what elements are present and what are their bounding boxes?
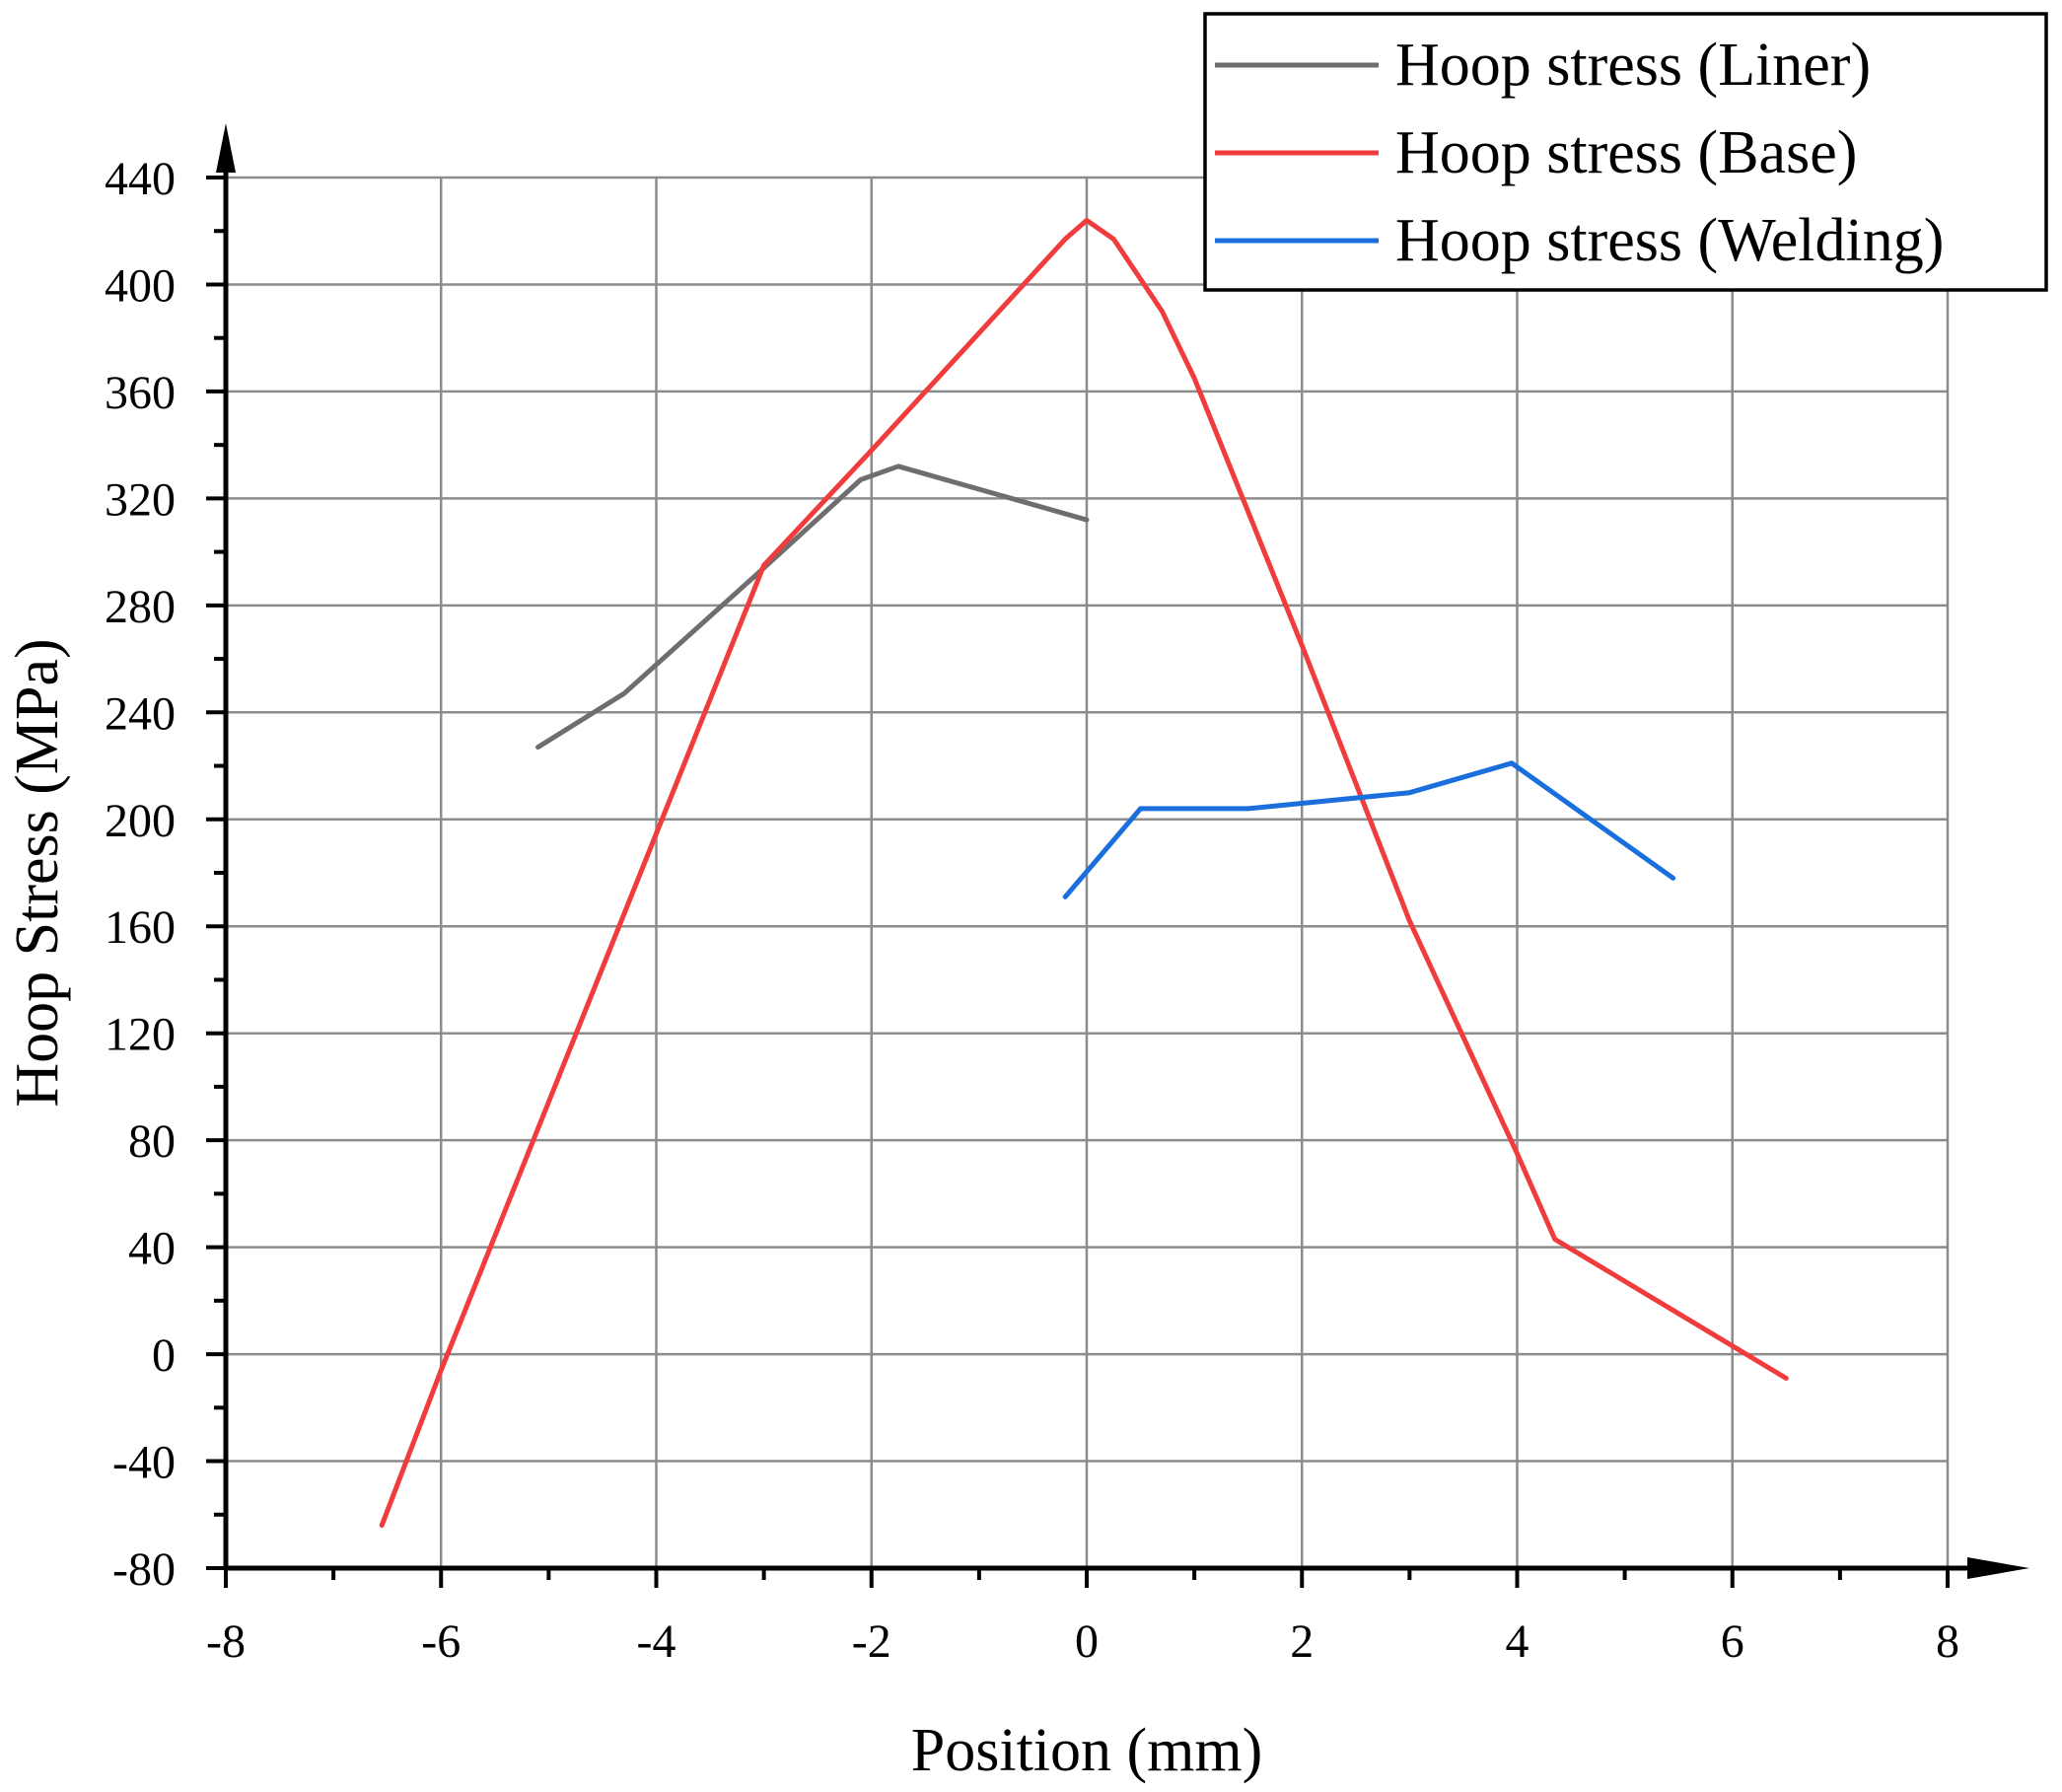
y-tick-label: -40 [112, 1437, 176, 1489]
y-tick-label: 320 [105, 473, 176, 526]
y-tick-label: 160 [105, 901, 176, 954]
x-tick-label: 6 [1721, 1615, 1744, 1668]
x-tick-label: 0 [1075, 1615, 1099, 1668]
x-tick-label: -8 [206, 1615, 246, 1668]
y-tick-label: 120 [105, 1009, 176, 1061]
x-axis-title: Position (mm) [911, 1717, 1263, 1784]
x-tick-label: 2 [1290, 1615, 1314, 1668]
legend-label-2: Hoop stress (Welding) [1395, 207, 1944, 274]
legend-label-0: Hoop stress (Liner) [1395, 32, 1871, 99]
legend-label-1: Hoop stress (Base) [1395, 119, 1857, 186]
axes [216, 123, 2029, 1579]
x-tick-label: 4 [1506, 1615, 1529, 1668]
x-tick-label: -6 [421, 1615, 461, 1668]
x-axis-arrow [1967, 1557, 2029, 1579]
y-tick-label: 440 [105, 153, 176, 205]
y-tick-label: 400 [105, 259, 176, 312]
y-axis-arrow [216, 123, 236, 173]
y-tick-label: -80 [112, 1543, 176, 1596]
series-line-1 [379, 217, 1789, 1529]
y-tick-label: 360 [105, 367, 176, 419]
y-axis-title: Hoop Stress (MPa) [4, 638, 71, 1107]
x-tick-label: -4 [637, 1615, 676, 1668]
y-tick-label: 40 [128, 1223, 176, 1275]
y-tick-label: 280 [105, 581, 176, 633]
y-tick-label: 80 [128, 1115, 176, 1168]
series-line-2 [1062, 760, 1676, 899]
y-tick-label: 0 [152, 1329, 176, 1382]
legend: Hoop stress (Liner) Hoop stress (Base) Hoo… [1203, 12, 2048, 292]
y-tick-label: 200 [105, 795, 176, 847]
x-tick-label: 8 [1936, 1615, 1959, 1668]
series-lines [379, 217, 1789, 1529]
y-tick-label: 240 [105, 687, 176, 740]
series-line-0 [535, 464, 1090, 751]
x-tick-label: -2 [852, 1615, 891, 1668]
axis-ticks: -8 -6 -4 -2 0 2 4 6 8 -80 -40 0 40 80 120 160 200 240 280 3… [105, 153, 1959, 1668]
grid-lines [226, 176, 1950, 1568]
